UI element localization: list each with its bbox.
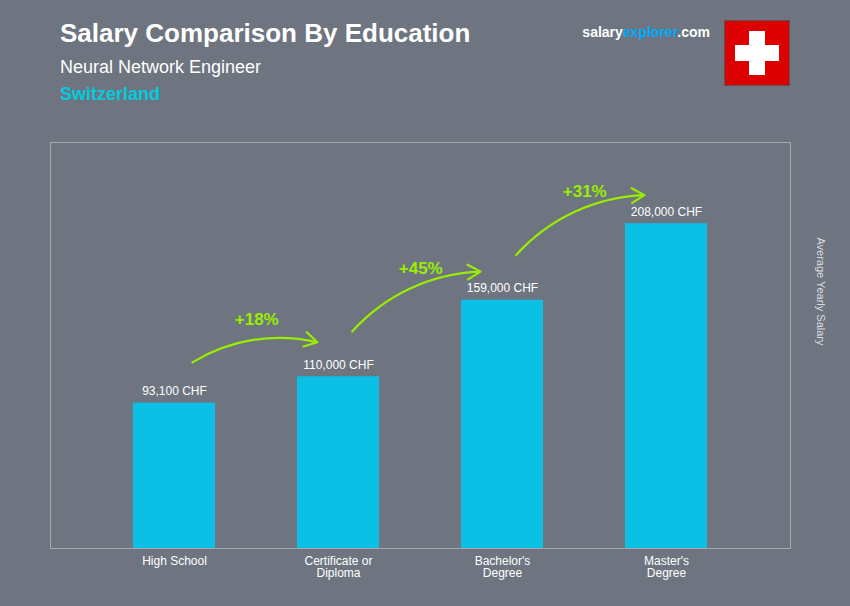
html-text:Salary Comparison By Education: Salary Comparison By Education bbox=[60, 18, 471, 48]
svg-text:Average Yearly Salary: Average Yearly Salary bbox=[815, 237, 827, 346]
svg-text:208,000 CHF: 208,000 CHF bbox=[631, 205, 702, 219]
html-text:salary explorer.com: salary explorer.com bbox=[582, 24, 710, 40]
svg-text:+31%: +31% bbox=[563, 182, 607, 201]
svg-text:High School: High School bbox=[142, 554, 207, 568]
svg-text:93,100 CHF: 93,100 CHF bbox=[142, 384, 207, 398]
html-text:Switzerland: Switzerland bbox=[60, 84, 160, 104]
svg-text:+45%: +45% bbox=[399, 259, 443, 278]
svg-text:Certificate orDiploma: Certificate orDiploma bbox=[304, 554, 372, 580]
svg-text:Bachelor'sDegree: Bachelor'sDegree bbox=[475, 554, 531, 580]
svg-text:159,000 CHF: 159,000 CHF bbox=[467, 281, 538, 295]
svg-text:110,000 CHF: 110,000 CHF bbox=[303, 358, 373, 372]
html-text:Neural Network Engineer: Neural Network Engineer bbox=[60, 57, 262, 77]
svg-text:+18%: +18% bbox=[235, 310, 279, 329]
svg-text:Master'sDegree: Master'sDegree bbox=[644, 554, 689, 580]
